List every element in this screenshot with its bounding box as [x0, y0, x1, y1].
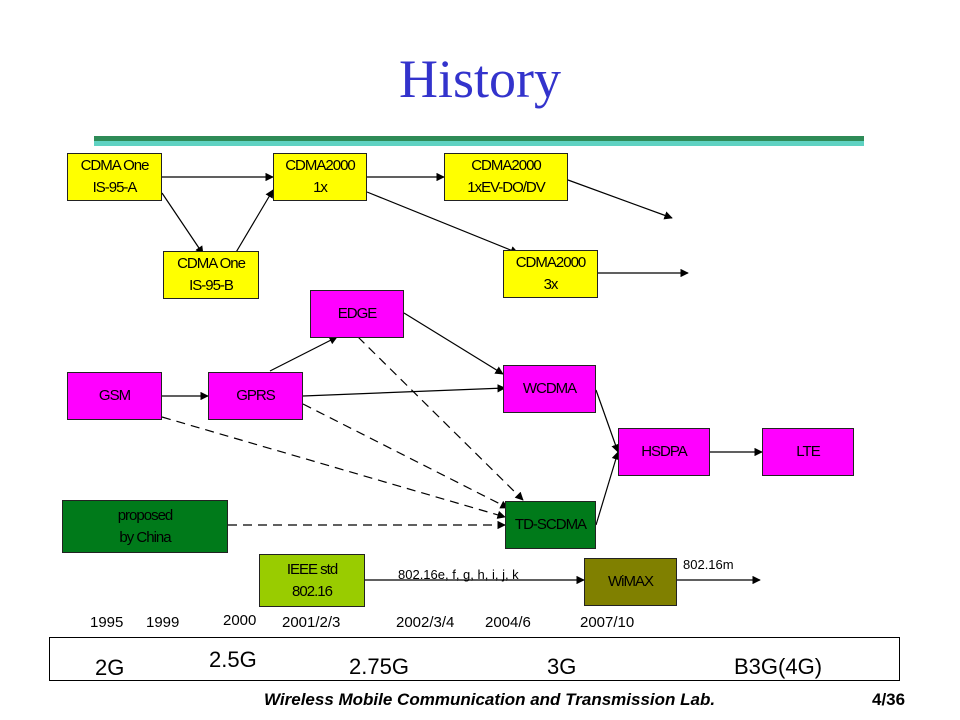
proposed-line2: by China	[119, 528, 171, 546]
hsdpa-box: HSDPA	[618, 428, 710, 476]
generation-2-75g: 2.75G	[349, 654, 409, 679]
generation-3g: 3G	[547, 654, 577, 679]
proposed-by-china-box: proposed by China	[62, 500, 228, 553]
cdma2000-3x-box: CDMA2000 3x	[503, 250, 598, 298]
cdma2000-evdo-box: CDMA2000 1xEV-DO/DV	[444, 153, 568, 201]
cdma-one-is95a-line2: IS-95-A	[92, 179, 138, 196]
generation-2g: 2G	[95, 655, 125, 680]
gprs-label: GPRS	[236, 387, 276, 404]
cdma2000-evdo-line1: CDMA2000	[471, 157, 542, 174]
year-2001-2-3: 2001/2/3	[282, 614, 341, 631]
gsm-label: GSM	[98, 387, 131, 404]
td-scdma-box: TD-SCDMA	[505, 501, 596, 549]
ieee-line1: IEEE std	[286, 560, 338, 578]
wcdma-label: WCDMA	[522, 380, 577, 397]
title-underline	[94, 136, 864, 141]
cdma2000-1x-line1: CDMA2000	[285, 157, 356, 174]
lte-label: LTE	[796, 443, 820, 460]
arrow-gprs-to-wcdma	[302, 384, 506, 397]
ieee-line2: 802.16	[292, 582, 333, 600]
year-1995: 1995	[90, 614, 124, 631]
cdma2000-3x-line2: 3x	[543, 276, 559, 293]
cdma-one-is95a-line1: CDMA One	[80, 157, 150, 174]
year-2007-10: 2007/10	[580, 614, 635, 631]
ieee-802-16-box: IEEE std 802.16	[259, 554, 365, 607]
year-2004-6: 2004/6	[485, 614, 531, 631]
slide-title: History	[399, 49, 561, 109]
wimax-variants-label: 802.16e, f, g, h, i, j, k	[398, 567, 519, 582]
cdma2000-1x-box: CDMA2000 1x	[273, 153, 367, 201]
year-2000: 2000	[223, 612, 257, 629]
td-scdma-label: TD-SCDMA	[514, 516, 587, 533]
edge-box: EDGE	[310, 290, 404, 338]
hsdpa-label: HSDPA	[641, 443, 688, 460]
arrow-wcdma-to-hsdpa	[595, 389, 620, 453]
arrow-tdscdma-to-hsdpa	[595, 451, 620, 526]
arrow-gprs-to-edge	[269, 336, 338, 372]
cdma2000-3x-line1: CDMA2000	[515, 254, 587, 271]
gprs-box: GPRS	[208, 372, 303, 420]
arrow-1x-to-3x	[366, 191, 519, 255]
edge-label: EDGE	[337, 305, 378, 322]
generation-2-5g: 2.5G	[209, 647, 257, 672]
footer-lab-name: Wireless Mobile Communication and Transm…	[264, 690, 716, 709]
cdma-one-is95a-box: CDMA One IS-95-A	[67, 153, 162, 201]
wimax-next-label: 802.16m	[683, 557, 734, 572]
year-1999: 1999	[146, 614, 180, 631]
wcdma-box: WCDMA	[503, 365, 596, 413]
wimax-box: WiMAX	[584, 558, 677, 606]
cdma-one-is95b-line2: IS-95-B	[189, 277, 234, 294]
cdma2000-1x-line2: 1x	[313, 179, 328, 196]
page-number: 4/36	[872, 690, 906, 709]
proposed-line1: proposed	[117, 506, 174, 524]
arrow-evdo-out	[567, 179, 673, 220]
gsm-box: GSM	[67, 372, 162, 420]
arrow-edge-to-wcdma	[403, 312, 504, 375]
dashed-arrow-gprs-to-tdscdma	[302, 403, 509, 509]
year-2002-3-4: 2002/3/4	[396, 614, 455, 631]
arrow-cdmaone-a-to-b	[161, 192, 204, 255]
title-underline-shadow	[94, 141, 864, 146]
cdma-one-is95b-box: CDMA One IS-95-B	[163, 251, 259, 299]
cdma-one-is95b-line1: CDMA One	[177, 255, 246, 272]
generation-bar	[49, 637, 900, 681]
cdma2000-evdo-line2: 1xEV-DO/DV	[467, 179, 546, 196]
lte-box: LTE	[762, 428, 854, 476]
wimax-label: WiMAX	[608, 573, 654, 590]
arrow-cdmaone-b-to-1x	[234, 189, 274, 255]
dashed-arrow-edge-to-tdscdma	[357, 336, 524, 501]
generation-b3g-4g: B3G(4G)	[734, 654, 823, 679]
